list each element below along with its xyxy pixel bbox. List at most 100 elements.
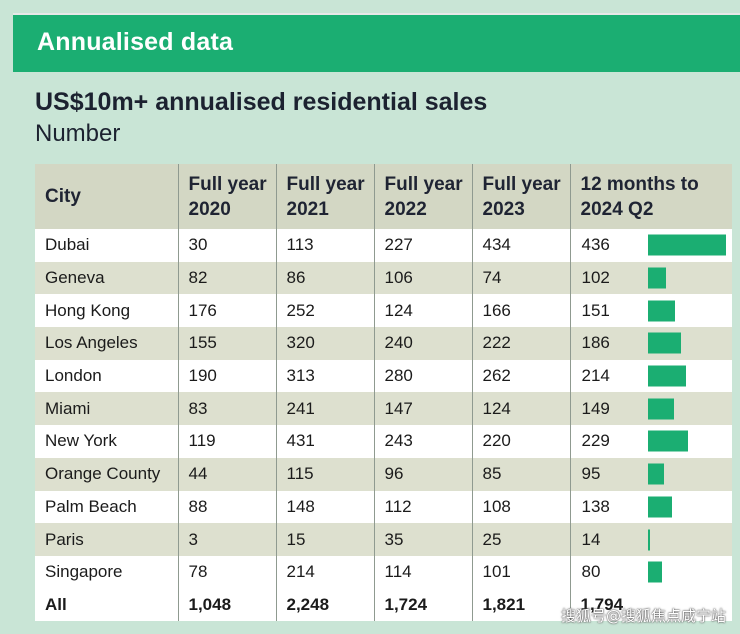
city-cell: Hong Kong	[35, 294, 178, 328]
latest-value: 95	[581, 464, 601, 484]
chart-title: US$10m+ annualised residential sales	[35, 88, 488, 116]
table-row: Palm Beach 88 148 112 108 138	[35, 490, 732, 524]
total-label: All	[35, 588, 178, 622]
total-cell: 1,724	[373, 588, 472, 622]
value-cell: 280	[373, 359, 472, 393]
value-cell: 44	[177, 457, 276, 491]
city-cell: Geneva	[35, 261, 178, 295]
column-header-text: 2022	[384, 198, 427, 220]
value-cell: 35	[373, 523, 472, 556]
column-header-text: 2021	[286, 198, 329, 220]
bar	[647, 300, 675, 322]
value-cell: 25	[471, 523, 570, 556]
latest-value-cell: 102	[569, 261, 732, 295]
table-row: Geneva 82 86 106 74 102	[35, 261, 732, 295]
column-header-text: Full year	[482, 173, 561, 195]
city-cell: Paris	[35, 523, 178, 556]
table-row: Paris 3 15 35 25 14	[35, 523, 732, 556]
section-header-title: Annualised data	[37, 28, 234, 56]
value-cell: 252	[275, 294, 374, 328]
table-row: Miami 83 241 147 124 149	[35, 392, 732, 426]
column-header-text: City	[45, 186, 81, 207]
value-cell: 241	[275, 392, 374, 426]
value-cell: 112	[373, 490, 472, 524]
value-cell: 108	[471, 490, 570, 524]
value-cell: 96	[373, 457, 472, 491]
sales-table: City Full year 2020 Full year 2021 Full year 2…	[35, 164, 732, 622]
latest-value: 229	[581, 431, 610, 451]
value-cell: 166	[471, 294, 570, 328]
total-cell: 1,794	[569, 588, 732, 622]
value-cell: 106	[373, 261, 472, 295]
latest-value: 138	[581, 496, 610, 516]
value-cell: 124	[373, 294, 472, 328]
bar	[647, 267, 666, 289]
value-cell: 148	[275, 490, 374, 524]
column-header: City	[35, 164, 178, 229]
column-header-text: 2024 Q2	[580, 198, 654, 220]
latest-value: 102	[581, 268, 610, 288]
table-row: Hong Kong 176 252 124 166 151	[35, 294, 732, 328]
city-cell: Los Angeles	[35, 327, 178, 360]
value-cell: 220	[471, 425, 570, 458]
value-cell: 190	[177, 359, 276, 393]
value-cell: 86	[275, 261, 374, 295]
city-cell: Singapore	[35, 555, 178, 589]
bar	[647, 398, 675, 420]
table-row: London 190 313 280 262 214	[35, 359, 732, 393]
bar	[647, 332, 681, 354]
total-row: All 1,048 2,248 1,724 1,821 1,794	[35, 588, 732, 622]
value-cell: 115	[275, 457, 374, 491]
value-cell: 434	[471, 229, 570, 262]
column-header-text: Full year	[384, 173, 463, 195]
column-header-text: 2020	[188, 198, 231, 220]
value-cell: 83	[177, 392, 276, 426]
value-cell: 101	[471, 555, 570, 589]
bar	[647, 561, 662, 583]
value-cell: 74	[471, 261, 570, 295]
table-row: Orange County 44 115 96 85 95	[35, 457, 732, 491]
value-cell: 176	[177, 294, 276, 328]
total-cell: 2,248	[275, 588, 374, 622]
table-row: Singapore 78 214 114 101 80	[35, 555, 732, 589]
column-header-text: Full year	[286, 173, 365, 195]
latest-value-cell: 138	[569, 490, 732, 524]
column-header: Full year 2020	[177, 164, 276, 229]
latest-value-cell: 436	[569, 229, 732, 262]
latest-value: 80	[581, 562, 601, 582]
table-row: Dubai 30 113 227 434 436	[35, 229, 732, 262]
bar	[647, 365, 686, 387]
value-cell: 240	[373, 327, 472, 360]
value-cell: 222	[471, 327, 570, 360]
city-cell: Palm Beach	[35, 490, 178, 524]
column-header-text: 2023	[482, 198, 525, 220]
latest-value-cell: 151	[569, 294, 732, 328]
value-cell: 262	[471, 359, 570, 393]
value-cell: 431	[275, 425, 374, 458]
table-body: Dubai 30 113 227 434 436 Geneva 82 86 106 74 102 Hon…	[35, 229, 732, 622]
value-cell: 30	[177, 229, 276, 262]
latest-value: 149	[581, 398, 610, 418]
value-cell: 214	[275, 555, 374, 589]
value-cell: 227	[373, 229, 472, 262]
total-cell: 1,048	[177, 588, 276, 622]
latest-value-cell: 186	[569, 327, 732, 360]
watermark: 搜狐号@搜狐焦点咸宁站	[560, 607, 726, 625]
chart-subtitle: Number	[35, 120, 121, 147]
latest-value-cell: 149	[569, 392, 732, 426]
total-cell: 1,821	[471, 588, 570, 622]
value-cell: 114	[373, 555, 472, 589]
value-cell: 147	[373, 392, 472, 426]
latest-value-cell: 229	[569, 425, 732, 458]
table-row: Los Angeles 155 320 240 222 186	[35, 327, 732, 360]
city-cell: Miami	[35, 392, 178, 426]
latest-value-cell: 214	[569, 359, 732, 393]
value-cell: 124	[471, 392, 570, 426]
latest-value: 151	[581, 300, 610, 320]
column-header-text: Full year	[188, 173, 267, 195]
column-header: 12 months to 2024 Q2	[569, 164, 732, 229]
column-header: Full year 2022	[373, 164, 472, 229]
value-cell: 3	[177, 523, 276, 556]
column-header-text: 12 months to	[580, 173, 699, 195]
bar	[647, 430, 689, 452]
